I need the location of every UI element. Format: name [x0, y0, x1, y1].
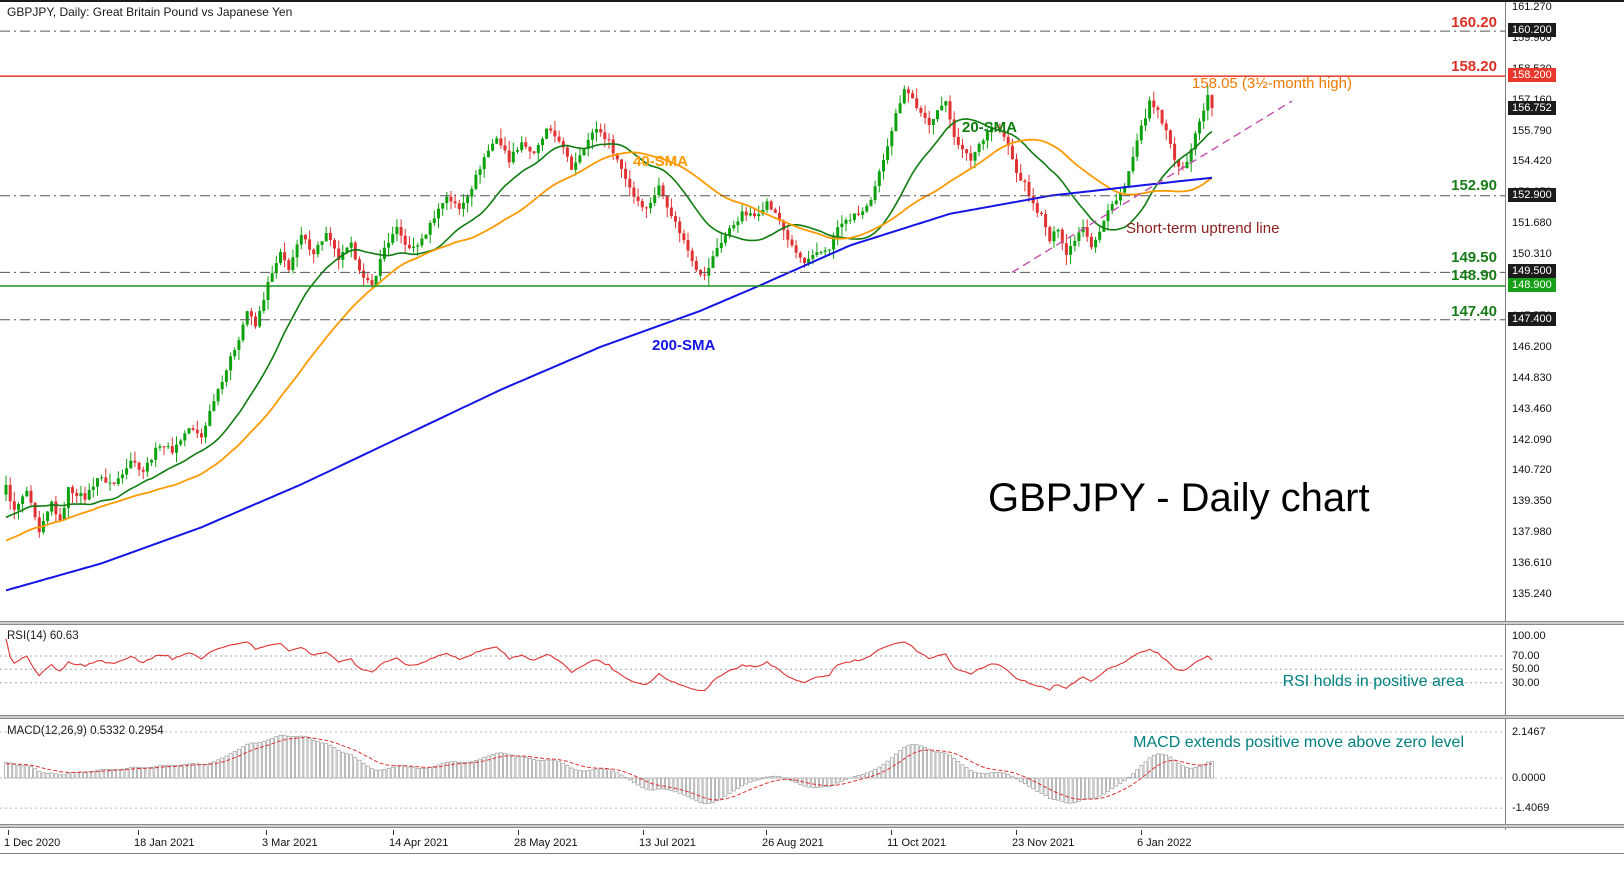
price-axis-separator	[1505, 2, 1506, 854]
price-axis[interactable]: 161.270159.900158.530157.160155.790154.4…	[1506, 2, 1624, 854]
rsi-axis-label: 70.00	[1512, 650, 1540, 662]
time-axis-tick	[138, 830, 139, 835]
time-axis-tick	[766, 830, 767, 835]
time-axis-label: 1 Dec 2020	[4, 837, 61, 849]
panel-divider[interactable]	[0, 824, 1624, 828]
rsi-indicator-canvas[interactable]	[0, 627, 1505, 715]
chart-title: GBPJPY, Daily: Great Britain Pound vs Ja…	[7, 5, 293, 19]
time-axis-tick	[1141, 830, 1142, 835]
time-axis-label: 14 Apr 2021	[389, 837, 449, 849]
price-axis-tick: 154.420	[1512, 155, 1552, 168]
price-level-box: 148.900	[1508, 277, 1556, 292]
price-axis-tick: 140.720	[1512, 464, 1552, 477]
price-axis-tick: 139.350	[1512, 495, 1552, 508]
time-axis-tick	[891, 830, 892, 835]
price-level-box: 156.752	[1508, 100, 1556, 115]
time-axis-label: 3 Mar 2021	[262, 837, 318, 849]
price-axis-tick: 142.090	[1512, 433, 1552, 446]
time-axis-label: 23 Nov 2021	[1012, 837, 1075, 849]
time-axis-tick	[393, 830, 394, 835]
price-level-box: 158.200	[1508, 68, 1556, 83]
price-axis-tick: 143.460	[1512, 402, 1552, 415]
main-chart-canvas[interactable]	[0, 2, 1505, 621]
rsi-axis-label: 30.00	[1512, 676, 1540, 689]
macd-axis-label: 2.1467	[1512, 725, 1546, 738]
200-sma-line	[5, 176, 1213, 592]
macd-histogram	[4, 734, 1214, 805]
rsi-header: RSI(14) 60.63	[7, 630, 79, 642]
price-axis-tick: 151.680	[1512, 217, 1552, 230]
time-axis-tick	[266, 830, 267, 835]
price-level-box: 160.200	[1508, 23, 1556, 38]
price-level-box: 152.900	[1508, 187, 1556, 202]
time-axis-tick	[8, 830, 9, 835]
candlestick-series	[4, 85, 1214, 538]
time-axis-tick	[1016, 830, 1017, 835]
price-axis-tick: 135.240	[1512, 588, 1552, 600]
time-axis-tick	[518, 830, 519, 835]
rsi-line	[5, 638, 1213, 692]
price-axis-tick: 150.310	[1512, 248, 1552, 261]
price-axis-tick: 161.270	[1512, 1, 1552, 13]
macd-axis-label: 0.0000	[1512, 772, 1546, 784]
price-level-box: 149.500	[1508, 264, 1556, 279]
panel-divider[interactable]	[0, 621, 1624, 625]
time-axis-label: 11 Oct 2021	[887, 837, 947, 849]
40-sma-line	[5, 138, 1213, 542]
time-axis-label: 18 Jan 2021	[134, 837, 195, 849]
time-axis-label: 13 Jul 2021	[639, 837, 696, 849]
price-axis-tick: 136.610	[1512, 557, 1552, 570]
rsi-axis-label: 100.00	[1512, 630, 1546, 642]
price-level-box: 147.400	[1508, 311, 1556, 326]
macd-indicator-canvas[interactable]	[0, 721, 1505, 824]
time-axis-tick	[643, 830, 644, 835]
price-axis-tick: 144.830	[1512, 371, 1552, 384]
time-axis-label: 28 May 2021	[514, 837, 578, 849]
panel-divider[interactable]	[0, 715, 1624, 719]
time-axis[interactable]: 1 Dec 2020 18 Jan 2021 3 Mar 2021 14 Apr 20…	[0, 830, 1624, 854]
20-sma-line	[5, 118, 1213, 519]
price-axis-tick: 146.200	[1512, 340, 1552, 353]
uptrend-line[interactable]	[1011, 100, 1293, 273]
macd-axis-label: -1.4069	[1512, 802, 1550, 815]
time-axis-label: 6 Jan 2022	[1137, 837, 1192, 849]
macd-header: MACD(12,26,9) 0.5332 0.2954	[7, 725, 164, 737]
macd-signal-line	[5, 736, 1213, 801]
price-axis-tick: 137.980	[1512, 526, 1552, 539]
price-axis-tick: 155.790	[1512, 124, 1552, 137]
rsi-axis-label: 50.00	[1512, 663, 1540, 676]
time-axis-label: 26 Aug 2021	[762, 837, 824, 849]
